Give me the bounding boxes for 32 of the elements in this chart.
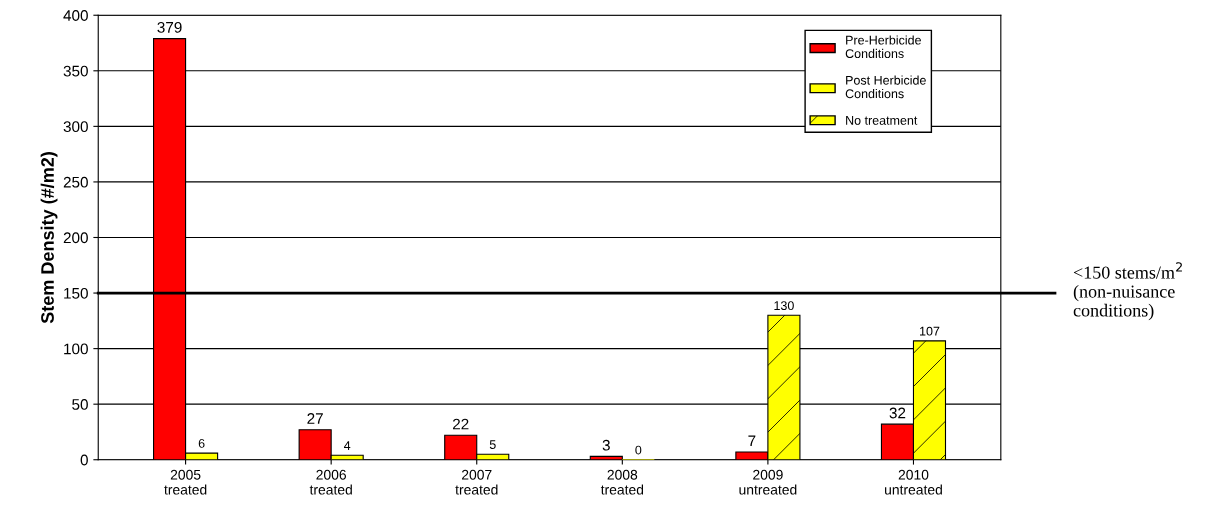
data-label: 130 [774,301,794,311]
legend-label: No treatment [846,116,918,125]
y-tick-label: 100 [64,343,88,355]
legend-label: Pre-Herbicide Conditions [845,35,921,59]
x-tick-label: 2009 untreated [739,469,797,495]
y-tick-label: 50 [72,399,88,410]
y-tick-label: 150 [64,287,88,299]
x-tick-label: 2007 treated [455,469,498,495]
x-tick-label: 2006 treated [309,469,352,495]
y-axis-title: Stem Density (#/m2) [40,152,58,324]
data-label: 379 [157,21,182,33]
x-tick-label: 2008 treated [600,469,644,495]
x-tick-label: 2010 untreated [885,469,942,495]
y-tick-label: 250 [63,176,88,188]
data-label: 27 [307,413,323,424]
y-tick-label: 0 [80,454,88,466]
ref-line-label: <150 stems/m$^{2}$ (non-nuisance conditions) [1073,262,1182,321]
y-tick-label: 350 [63,65,88,77]
data-label: 32 [889,407,906,419]
data-label: 0 [635,445,642,455]
y-tick-label: 200 [63,232,88,244]
x-tick-label: 2005 treated [164,469,207,495]
data-label: 3 [602,439,610,451]
y-tick-label: 300 [63,121,88,133]
data-label: 4 [343,441,351,450]
legend-label: Post Herbicide Conditions [845,75,926,99]
y-tick-label: 400 [63,10,88,21]
data-label: 107 [920,326,940,336]
data-label: 7 [748,435,756,447]
data-label: 22 [453,418,469,430]
data-label: 5 [489,440,496,449]
data-label: 6 [198,438,205,448]
